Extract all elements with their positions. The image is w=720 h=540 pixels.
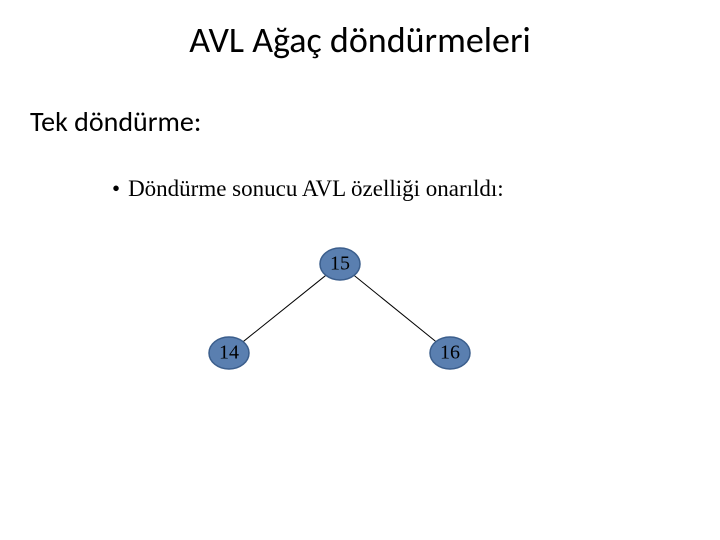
tree-node: 15 — [320, 248, 360, 280]
tree-edges — [243, 275, 436, 341]
tree-diagram: 15 14 16 — [0, 0, 720, 540]
tree-node-label: 16 — [440, 342, 460, 364]
tree-edge — [243, 275, 326, 341]
slide: AVL Ağaç döndürmeleri Tek döndürme: •Dön… — [0, 0, 720, 540]
tree-edge — [354, 275, 436, 341]
tree-node: 16 — [430, 337, 470, 369]
tree-node-label: 14 — [219, 342, 239, 364]
tree-node: 14 — [209, 337, 249, 369]
tree-node-label: 15 — [330, 253, 350, 275]
tree-nodes: 15 14 16 — [209, 248, 470, 369]
